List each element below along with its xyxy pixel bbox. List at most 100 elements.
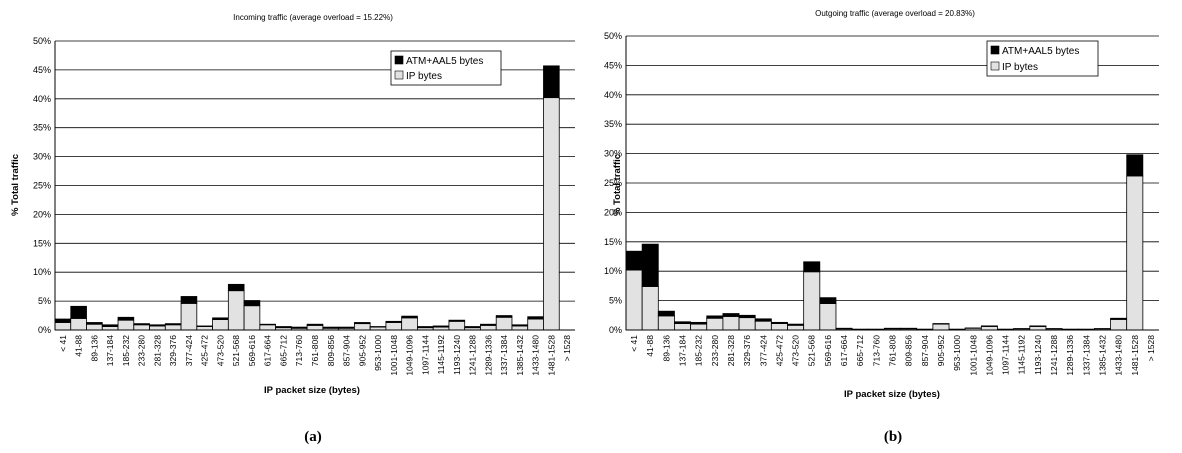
bar-atm-aal5-bytes (722, 313, 740, 317)
x-tick-label: 1049-1096 (984, 335, 994, 376)
bar-ip-bytes (657, 315, 675, 331)
x-tick-label: 905-952 (357, 335, 367, 366)
chart-title: Outgoing traffic (average overload = 20.… (815, 9, 975, 18)
y-tick-label: 20% (604, 207, 622, 217)
bar-atm-aal5-bytes (259, 323, 277, 326)
x-tick-label: 1241-1288 (468, 335, 478, 376)
y-tick-label: 50% (33, 36, 51, 46)
x-tick-label: 713-760 (871, 335, 881, 366)
x-tick-label: 1001-1048 (389, 335, 399, 376)
bar-ip-bytes (133, 324, 150, 331)
legend-swatch-atm (990, 45, 1000, 55)
bar-ip-bytes (117, 319, 135, 331)
x-tick-label: > 1528 (562, 335, 572, 362)
x-axis-label: IP packet size (bytes) (264, 385, 360, 396)
x-tick-label: 569-616 (823, 335, 833, 366)
x-tick-label: 761-808 (310, 335, 320, 366)
bar-atm-aal5-bytes (369, 326, 387, 328)
y-tick-label: 20% (33, 209, 51, 219)
y-tick-label: 40% (604, 90, 622, 100)
bar-atm-aal5-bytes (932, 323, 950, 325)
bar-atm-aal5-bytes (70, 305, 87, 319)
x-tick-label: 1097-1144 (420, 335, 430, 375)
x-tick-label: 569-616 (247, 335, 257, 366)
y-tick-label: 0% (609, 325, 622, 335)
bar-ip-bytes (1126, 175, 1144, 331)
legend-label-ip: IP bytes (1002, 62, 1038, 73)
x-tick-label: 1001-1048 (968, 335, 978, 376)
bar-ip-bytes (259, 324, 277, 331)
y-tick-label: 15% (33, 238, 51, 248)
x-tick-label: 185-232 (121, 335, 131, 366)
bar-atm-aal5-bytes (511, 324, 529, 327)
x-tick-label: 1193-1240 (1033, 335, 1043, 375)
x-tick-label: 617-664 (263, 335, 273, 366)
bar-ip-bytes (754, 320, 772, 331)
bar-ip-bytes (495, 316, 513, 331)
bar-ip-bytes (932, 323, 950, 331)
x-tick-label: 1433-1480 (1114, 335, 1124, 376)
bar-atm-aal5-bytes (819, 297, 837, 304)
x-tick-label: 665-712 (278, 335, 288, 366)
y-tick-label: 25% (604, 178, 622, 188)
bar-atm-aal5-bytes (448, 319, 466, 322)
legend-label-atm: ATM+AAL5 bytes (406, 56, 483, 67)
x-tick-label: 89-136 (89, 335, 99, 362)
bar-atm-aal5-bytes (417, 326, 434, 329)
bar-ip-bytes (1029, 326, 1047, 331)
legend-box (390, 50, 502, 86)
y-tick-label: 35% (604, 119, 622, 129)
bar-atm-aal5-bytes (884, 327, 901, 330)
legend-swatch-ip (394, 70, 404, 80)
x-tick-label: 425-472 (200, 335, 210, 366)
y-tick-label: 30% (33, 152, 51, 162)
y-tick-label: 25% (33, 181, 51, 191)
bar-atm-aal5-bytes (980, 325, 998, 327)
bar-ip-bytes (706, 317, 724, 331)
x-tick-label: 761-808 (888, 335, 898, 366)
x-tick-label: 1097-1144 (1001, 335, 1011, 375)
x-tick-label: 953-1000 (373, 335, 383, 371)
bar-atm-aal5-bytes (900, 327, 918, 330)
y-tick-label: 5% (38, 296, 51, 306)
bar-atm-aal5-bytes (306, 323, 324, 326)
y-tick-label: 10% (33, 267, 51, 277)
x-tick-label: 1145-1192 (1017, 335, 1027, 375)
bar-atm-aal5-bytes (690, 321, 708, 325)
figure-caption: (b) (884, 429, 902, 445)
bar-atm-aal5-bytes (787, 323, 805, 326)
bar-ip-bytes (54, 322, 72, 331)
incoming-traffic-chart: Incoming traffic (average overload = 15.… (10, 13, 575, 445)
x-tick-label: 1337-1384 (499, 335, 509, 376)
x-tick-label: 377-424 (758, 335, 768, 366)
bar-ip-bytes (149, 325, 166, 331)
bar-atm-aal5-bytes (401, 315, 418, 319)
bar-atm-aal5-bytes (385, 320, 403, 323)
legend-box (986, 40, 1099, 77)
bar-ip-bytes (819, 303, 837, 331)
x-tick-label: 713-760 (294, 335, 304, 366)
bar-ip-bytes (770, 323, 788, 331)
x-tick-label: 281-328 (726, 335, 736, 366)
y-axis-label: % Total traffic (10, 154, 21, 216)
bar-atm-aal5-bytes (54, 318, 72, 323)
bar-atm-aal5-bytes (338, 326, 355, 329)
bar-atm-aal5-bytes (527, 316, 544, 320)
x-tick-label: 1145-1192 (436, 335, 446, 375)
bar-ip-bytes (690, 323, 708, 331)
bar-atm-aal5-bytes (543, 65, 560, 99)
bar-atm-aal5-bytes (86, 322, 103, 325)
x-tick-label: > 1528 (1146, 335, 1156, 362)
bar-ip-bytes (543, 97, 560, 331)
bar-ip-bytes (243, 305, 261, 331)
bar-ip-bytes (353, 323, 371, 331)
y-tick-label: 50% (604, 31, 622, 41)
x-tick-label: 41-88 (74, 335, 84, 357)
y-tick-label: 45% (604, 60, 622, 70)
bar-atm-aal5-bytes (133, 323, 150, 326)
bar-atm-aal5-bytes (117, 316, 135, 321)
bar-atm-aal5-bytes (322, 326, 340, 329)
x-tick-label: 1289-1336 (1065, 335, 1075, 376)
bar-ip-bytes (787, 324, 805, 331)
x-tick-label: 473-520 (215, 335, 225, 366)
